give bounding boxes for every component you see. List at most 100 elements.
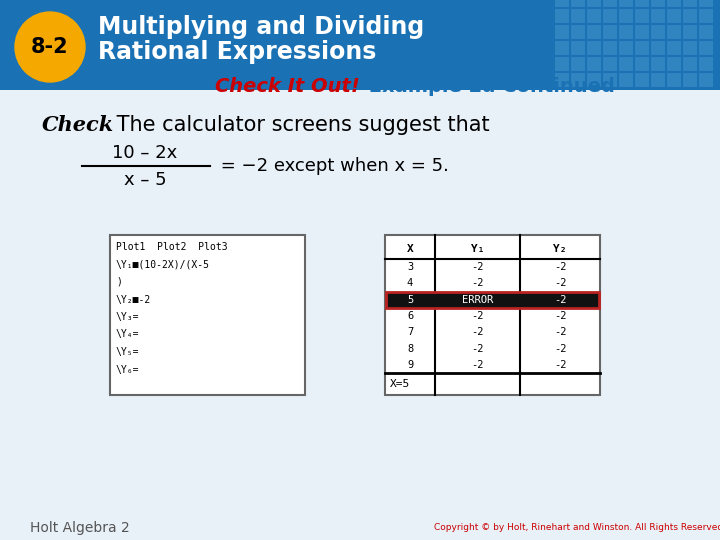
- Text: 3: 3: [407, 262, 413, 272]
- FancyBboxPatch shape: [587, 57, 601, 71]
- FancyBboxPatch shape: [651, 25, 665, 39]
- FancyBboxPatch shape: [619, 25, 633, 39]
- FancyBboxPatch shape: [635, 41, 649, 55]
- FancyBboxPatch shape: [555, 25, 569, 39]
- FancyBboxPatch shape: [386, 292, 599, 308]
- Text: Rational Expressions: Rational Expressions: [98, 40, 377, 64]
- Text: 4: 4: [407, 279, 413, 288]
- Text: Plot1  Plot2  Plot3: Plot1 Plot2 Plot3: [116, 242, 228, 252]
- FancyBboxPatch shape: [683, 41, 697, 55]
- Text: \Y₅=: \Y₅=: [116, 347, 140, 357]
- Text: Check It Out!: Check It Out!: [215, 78, 360, 97]
- Text: -2: -2: [472, 262, 484, 272]
- FancyBboxPatch shape: [651, 57, 665, 71]
- Text: 9: 9: [407, 360, 413, 370]
- FancyBboxPatch shape: [110, 235, 305, 395]
- FancyBboxPatch shape: [699, 0, 713, 7]
- FancyBboxPatch shape: [587, 25, 601, 39]
- Text: -2: -2: [554, 295, 566, 305]
- FancyBboxPatch shape: [555, 41, 569, 55]
- Text: \Y₃=: \Y₃=: [116, 312, 140, 322]
- Text: \Y₁■(10-2X)/(X-5: \Y₁■(10-2X)/(X-5: [116, 260, 210, 269]
- FancyBboxPatch shape: [651, 73, 665, 87]
- FancyBboxPatch shape: [619, 57, 633, 71]
- Text: -2: -2: [472, 360, 484, 370]
- FancyBboxPatch shape: [651, 0, 665, 7]
- Text: -2: -2: [554, 279, 566, 288]
- FancyBboxPatch shape: [635, 25, 649, 39]
- FancyBboxPatch shape: [635, 57, 649, 71]
- FancyBboxPatch shape: [603, 9, 617, 23]
- FancyBboxPatch shape: [683, 0, 697, 7]
- FancyBboxPatch shape: [699, 25, 713, 39]
- Text: 7: 7: [407, 327, 413, 338]
- Text: \Y₆=: \Y₆=: [116, 364, 140, 375]
- Circle shape: [15, 12, 85, 82]
- FancyBboxPatch shape: [571, 0, 585, 7]
- FancyBboxPatch shape: [587, 41, 601, 55]
- FancyBboxPatch shape: [587, 9, 601, 23]
- Text: 8-2: 8-2: [31, 37, 69, 57]
- FancyBboxPatch shape: [683, 25, 697, 39]
- Text: -2: -2: [472, 311, 484, 321]
- Text: \Y₄=: \Y₄=: [116, 329, 140, 340]
- Text: Holt Algebra 2: Holt Algebra 2: [30, 521, 130, 535]
- Text: Multiplying and Dividing: Multiplying and Dividing: [98, 15, 424, 39]
- Text: ERROR: ERROR: [462, 295, 493, 305]
- FancyBboxPatch shape: [555, 57, 569, 71]
- Text: -2: -2: [554, 262, 566, 272]
- Text: -2: -2: [472, 343, 484, 354]
- FancyBboxPatch shape: [667, 41, 681, 55]
- FancyBboxPatch shape: [651, 41, 665, 55]
- Text: Y₂: Y₂: [553, 244, 567, 254]
- FancyBboxPatch shape: [683, 57, 697, 71]
- FancyBboxPatch shape: [603, 25, 617, 39]
- FancyBboxPatch shape: [385, 235, 600, 395]
- FancyBboxPatch shape: [667, 0, 681, 7]
- FancyBboxPatch shape: [571, 73, 585, 87]
- Text: 10 – 2x: 10 – 2x: [112, 144, 178, 162]
- Text: 5: 5: [407, 295, 413, 305]
- FancyBboxPatch shape: [699, 73, 713, 87]
- Text: 6: 6: [407, 311, 413, 321]
- FancyBboxPatch shape: [683, 9, 697, 23]
- FancyBboxPatch shape: [619, 41, 633, 55]
- FancyBboxPatch shape: [635, 73, 649, 87]
- Text: Example 2a Continued: Example 2a Continued: [362, 78, 615, 97]
- FancyBboxPatch shape: [571, 41, 585, 55]
- FancyBboxPatch shape: [667, 73, 681, 87]
- FancyBboxPatch shape: [683, 73, 697, 87]
- Text: ): ): [116, 277, 122, 287]
- FancyBboxPatch shape: [555, 0, 569, 7]
- Text: -2: -2: [554, 327, 566, 338]
- Text: Copyright © by Holt, Rinehart and Winston. All Rights Reserved.: Copyright © by Holt, Rinehart and Winsto…: [434, 523, 720, 532]
- FancyBboxPatch shape: [667, 9, 681, 23]
- FancyBboxPatch shape: [635, 9, 649, 23]
- FancyBboxPatch shape: [619, 9, 633, 23]
- FancyBboxPatch shape: [0, 0, 720, 90]
- Text: The calculator screens suggest that: The calculator screens suggest that: [110, 115, 490, 135]
- Text: = −2 except when x = 5.: = −2 except when x = 5.: [215, 157, 449, 175]
- Text: Y₁: Y₁: [471, 244, 485, 254]
- FancyBboxPatch shape: [571, 57, 585, 71]
- Text: X=5: X=5: [390, 379, 410, 389]
- FancyBboxPatch shape: [603, 57, 617, 71]
- FancyBboxPatch shape: [667, 25, 681, 39]
- Text: -2: -2: [472, 327, 484, 338]
- FancyBboxPatch shape: [699, 57, 713, 71]
- FancyBboxPatch shape: [667, 57, 681, 71]
- FancyBboxPatch shape: [619, 0, 633, 7]
- FancyBboxPatch shape: [603, 41, 617, 55]
- FancyBboxPatch shape: [555, 73, 569, 87]
- FancyBboxPatch shape: [571, 25, 585, 39]
- FancyBboxPatch shape: [571, 9, 585, 23]
- FancyBboxPatch shape: [635, 0, 649, 7]
- FancyBboxPatch shape: [699, 9, 713, 23]
- FancyBboxPatch shape: [603, 0, 617, 7]
- Text: x – 5: x – 5: [124, 171, 166, 189]
- FancyBboxPatch shape: [603, 73, 617, 87]
- Text: -2: -2: [554, 311, 566, 321]
- FancyBboxPatch shape: [619, 73, 633, 87]
- Text: \Y₂■-2: \Y₂■-2: [116, 294, 151, 305]
- FancyBboxPatch shape: [555, 9, 569, 23]
